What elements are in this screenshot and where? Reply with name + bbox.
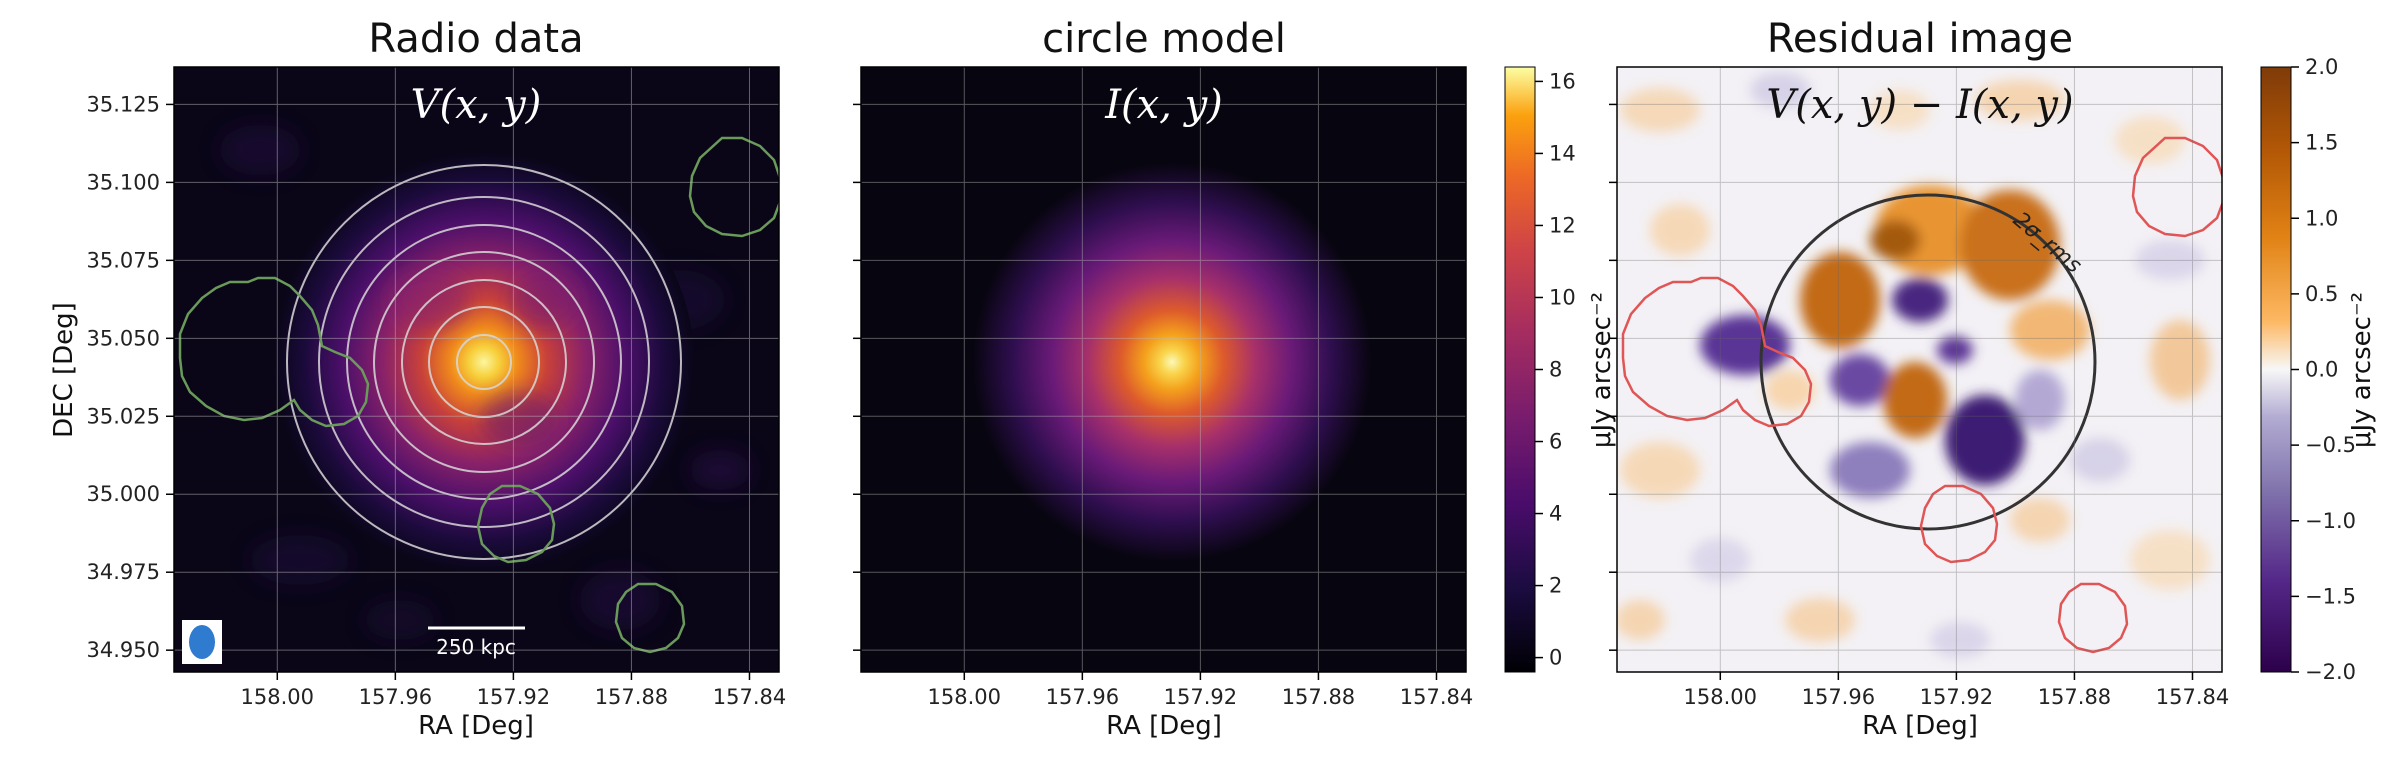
colorbar-tick-label: 0 xyxy=(1549,646,1562,670)
mask-region-top-right xyxy=(2131,136,2222,238)
colorbar-tick-label: 2.0 xyxy=(2305,55,2338,79)
colorbar-tick-label: −2.0 xyxy=(2305,660,2356,684)
panel-residual-image: Residual image V(x, y) − I(x, y) 2σ_rms … xyxy=(1609,16,2229,741)
colorbar-tick-label: 2 xyxy=(1549,574,1562,598)
x-ticks-panel-1: 158.00 157.96 157.92 157.88 157.84 xyxy=(241,672,786,709)
y-axis-label: DEC [Deg] xyxy=(49,302,79,438)
y-tick-label: 34.950 xyxy=(87,638,160,662)
colorbar-tick-label: 0.5 xyxy=(2305,282,2338,306)
panel-title: circle model xyxy=(1042,16,1286,62)
mask-region-bottom xyxy=(476,484,556,564)
colorbar-tick-label: 12 xyxy=(1549,213,1576,237)
colorbar-tick-label: 1.0 xyxy=(2305,206,2338,230)
x-tick-label: 158.00 xyxy=(1684,685,1757,709)
x-axis-label: RA [Deg] xyxy=(1106,711,1222,741)
colorbar-2-ticks: 2.0 1.5 1.0 0.5 0.0 −0.5 −1.0 −1.5 −2.0 xyxy=(2291,55,2356,684)
x-ticks-panel-3: 158.00 157.96 157.92 157.88 157.84 xyxy=(1684,672,2229,709)
x-tick-label: 157.92 xyxy=(477,685,550,709)
colorbar-tick-label: 0.0 xyxy=(2305,358,2338,382)
y-ticks-panel-2 xyxy=(853,103,861,651)
y-tick-label: 35.075 xyxy=(87,248,160,272)
colorbar-puor: 2.0 1.5 1.0 0.5 0.0 −0.5 −1.0 −1.5 −2.0 μJy arcs… xyxy=(2260,55,2377,684)
mask-region-large-left xyxy=(1621,276,1813,428)
x-tick-label: 157.96 xyxy=(1046,685,1119,709)
x-tick-label: 157.84 xyxy=(2156,685,2229,709)
colorbar-tick-label: 1.5 xyxy=(2305,131,2338,155)
y-tick-label: 35.025 xyxy=(87,404,160,428)
mask-region-bottom-right xyxy=(2057,582,2129,654)
x-tick-label: 158.00 xyxy=(928,685,1001,709)
panel-overlay-label: V(x, y) xyxy=(411,82,542,128)
beam-ellipse xyxy=(189,625,215,659)
colorbar-1-ticks: 0 2 4 6 8 10 12 14 16 xyxy=(1535,69,1576,670)
y-tick-label: 35.100 xyxy=(87,170,160,194)
y-tick-label: 35.000 xyxy=(87,482,160,506)
mask-region-large-left xyxy=(178,276,370,428)
mask-region-top-right xyxy=(688,136,779,238)
colorbar-tick-label: 14 xyxy=(1549,141,1576,165)
grid-panel-3 xyxy=(1617,67,2222,672)
colorbar-inferno: 0 2 4 6 8 10 12 14 16 μJy arcsec⁻² xyxy=(1504,66,1617,673)
y-tick-label: 35.050 xyxy=(87,326,160,350)
colorbar-tick-label: −1.0 xyxy=(2305,509,2356,533)
x-axis-label: RA [Deg] xyxy=(1862,711,1978,741)
panel-title: Radio data xyxy=(368,16,583,62)
colorbar-tick-label: 4 xyxy=(1549,502,1562,526)
colorbar-tick-label: 10 xyxy=(1549,285,1576,309)
x-tick-label: 157.92 xyxy=(1164,685,1237,709)
colorbar-tick-label: 6 xyxy=(1549,430,1562,454)
red-mask-regions xyxy=(1621,136,2222,654)
x-tick-label: 158.00 xyxy=(241,685,314,709)
sigma-ring xyxy=(1759,193,2097,531)
x-tick-label: 157.92 xyxy=(1920,685,1993,709)
x-tick-label: 157.96 xyxy=(1802,685,1875,709)
x-tick-label: 157.84 xyxy=(713,685,786,709)
x-axis-label: RA [Deg] xyxy=(418,711,534,741)
colorbar-2-label: μJy arcsec⁻² xyxy=(2347,292,2377,448)
panel-overlay-label: I(x, y) xyxy=(1104,82,1223,128)
residual-noise xyxy=(1617,72,2210,658)
mask-region-bottom xyxy=(1919,484,1999,564)
panel-radio-data: Radio data V(x, y) 250 kpc 158.00 157.96 1… xyxy=(49,16,786,741)
panel-circle-model: circle model I(x, y) 158.00 157.96 157.92 1… xyxy=(853,16,1473,741)
y-tick-label: 35.125 xyxy=(87,92,160,116)
y-tick-label: 34.975 xyxy=(87,560,160,584)
colorbar-tick-label: 8 xyxy=(1549,358,1562,382)
scale-bar-label: 250 kpc xyxy=(436,635,516,659)
x-tick-label: 157.88 xyxy=(2038,685,2111,709)
x-tick-label: 157.88 xyxy=(595,685,668,709)
x-tick-label: 157.96 xyxy=(359,685,432,709)
radio-emission xyxy=(274,152,694,572)
panel-title: Residual image xyxy=(1767,16,2073,62)
grid-panel-1 xyxy=(174,67,779,672)
x-tick-label: 157.84 xyxy=(1400,685,1473,709)
model-emission xyxy=(972,162,1372,562)
x-tick-label: 157.88 xyxy=(1282,685,1355,709)
concentric-rings xyxy=(286,164,682,560)
y-ticks-panel-1: 35.125 35.100 35.075 35.050 35.025 35.000 34.9… xyxy=(87,92,174,662)
y-ticks-panel-3 xyxy=(1609,103,1617,651)
panel-overlay-label: V(x, y) − I(x, y) xyxy=(1766,82,2073,128)
colorbar-tick-label: −0.5 xyxy=(2305,433,2356,457)
residual-structures xyxy=(1700,185,2090,498)
colorbar-1-label: μJy arcsec⁻² xyxy=(1587,292,1617,448)
colorbar-tick-label: 16 xyxy=(1549,69,1576,93)
grid-panel-2 xyxy=(861,67,1466,672)
colorbar-tick-label: −1.5 xyxy=(2305,584,2356,608)
x-ticks-panel-2: 158.00 157.96 157.92 157.88 157.84 xyxy=(928,672,1473,709)
